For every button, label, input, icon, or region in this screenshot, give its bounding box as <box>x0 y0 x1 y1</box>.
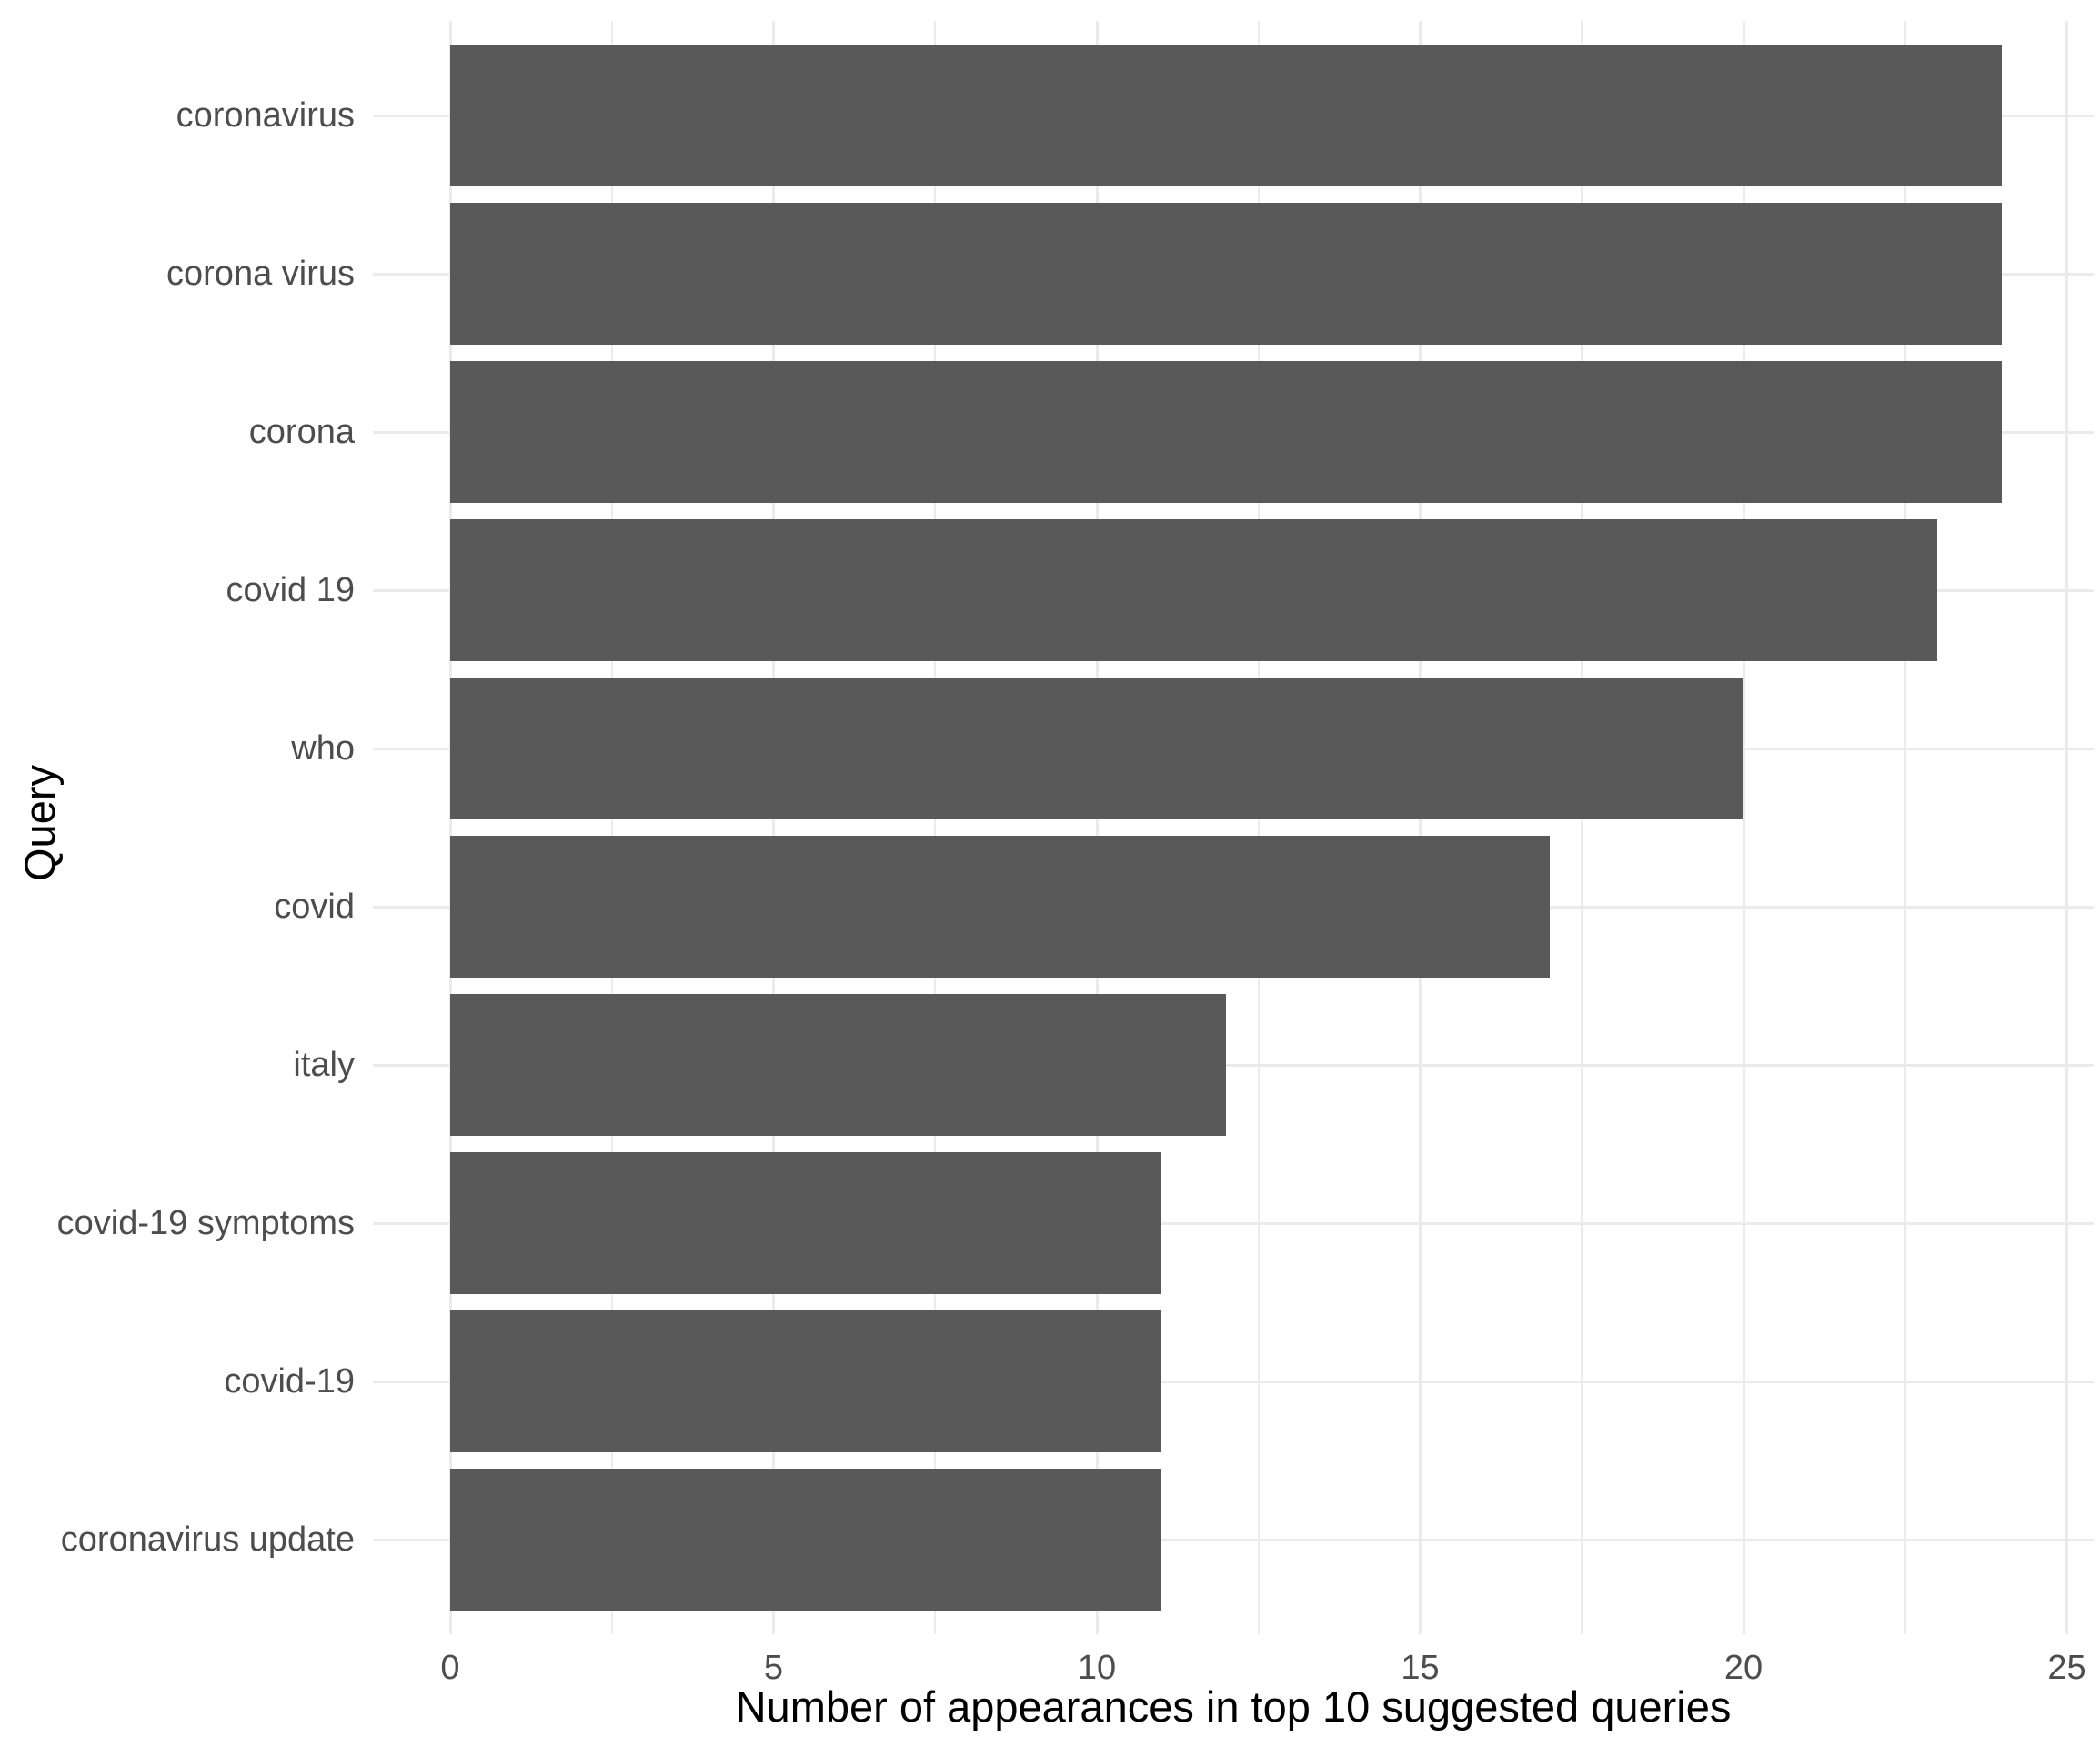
vertical-gridline-minor <box>1581 21 1583 1634</box>
x-tick-label: 25 <box>2047 1649 2086 1687</box>
y-tick-label: covid <box>274 888 355 926</box>
vertical-gridline-minor <box>610 21 613 1634</box>
vertical-gridline-major <box>1742 21 1745 1634</box>
bar-covid-19 <box>450 1310 1162 1452</box>
vertical-gridline-minor <box>934 21 937 1634</box>
x-tick-label: 20 <box>1723 1649 1763 1687</box>
bar-covid <box>450 836 1550 978</box>
horizontal-gridline <box>373 1221 2094 1225</box>
horizontal-gridline <box>373 1380 2094 1383</box>
bar-coronavirus-update <box>450 1469 1162 1611</box>
y-tick-label: corona virus <box>166 255 355 293</box>
vertical-gridline-major <box>1419 21 1422 1634</box>
horizontal-gridline <box>373 1063 2094 1067</box>
bar-who <box>450 678 1743 819</box>
y-tick-label: coronavirus <box>176 96 355 135</box>
bar-coronavirus <box>450 45 2003 186</box>
y-tick-label: coronavirus update <box>60 1521 355 1559</box>
y-tick-label: covid-19 symptoms <box>56 1204 355 1242</box>
y-tick-label: italy <box>293 1046 355 1084</box>
y-axis-title: Query <box>15 765 64 881</box>
x-tick-label: 15 <box>1401 1649 1440 1687</box>
vertical-gridline-major <box>448 21 452 1634</box>
y-tick-label: who <box>291 729 355 768</box>
vertical-gridline-major <box>1095 21 1099 1634</box>
x-tick-label: 5 <box>763 1649 784 1687</box>
x-axis-title: Number of appearances in top 10 suggeste… <box>735 1682 1732 1731</box>
bar-covid-19-symptoms <box>450 1152 1162 1294</box>
horizontal-gridline <box>373 1538 2094 1541</box>
x-tick-label: 10 <box>1077 1649 1117 1687</box>
vertical-gridline-major <box>772 21 775 1634</box>
y-tick-label: corona <box>248 413 355 451</box>
vertical-gridline-major <box>2065 21 2068 1634</box>
x-tick-label: 0 <box>440 1649 460 1687</box>
vertical-gridline-minor <box>1257 21 1260 1634</box>
y-tick-label: covid 19 <box>226 571 355 609</box>
bar-corona <box>450 361 2003 503</box>
vertical-gridline-minor <box>1904 21 1906 1634</box>
bar-corona-virus <box>450 203 2003 345</box>
plot-panel <box>373 21 2094 1634</box>
y-tick-label: covid-19 <box>224 1362 355 1401</box>
bar-covid-19 <box>450 519 1938 661</box>
bar-italy <box>450 994 1227 1136</box>
